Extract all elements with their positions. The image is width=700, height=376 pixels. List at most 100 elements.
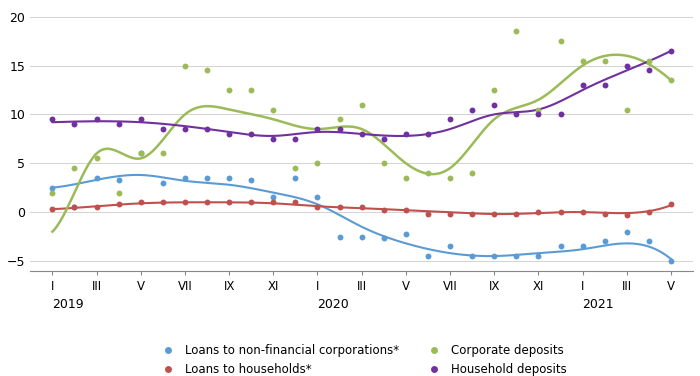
Point	[489, 102, 500, 108]
Point	[158, 126, 169, 132]
Point	[47, 185, 58, 191]
Point	[378, 160, 389, 166]
Point	[577, 243, 588, 249]
Point	[158, 180, 169, 186]
Point	[267, 199, 279, 205]
Point	[422, 131, 433, 137]
Point	[334, 233, 345, 240]
Point	[135, 199, 146, 205]
Point	[555, 111, 566, 117]
Point	[643, 58, 655, 64]
Point	[113, 190, 125, 196]
Point	[223, 87, 235, 93]
Point	[444, 116, 456, 122]
Point	[466, 106, 477, 112]
Point	[533, 209, 544, 215]
Point	[422, 253, 433, 259]
Point	[113, 201, 125, 207]
Point	[599, 238, 610, 244]
Point	[577, 58, 588, 64]
Point	[666, 258, 677, 264]
Point	[267, 106, 279, 112]
Point	[489, 87, 500, 93]
Point	[533, 111, 544, 117]
Point	[246, 177, 257, 183]
Point	[312, 204, 323, 210]
Point	[290, 165, 301, 171]
Point	[91, 175, 102, 181]
Point	[422, 170, 433, 176]
Point	[158, 199, 169, 205]
Point	[356, 204, 368, 210]
Point	[577, 82, 588, 88]
Point	[533, 253, 544, 259]
Point	[599, 211, 610, 217]
Point	[643, 67, 655, 73]
Point	[267, 194, 279, 200]
Point	[91, 155, 102, 161]
Point	[356, 102, 368, 108]
Point	[621, 62, 632, 68]
Point	[555, 243, 566, 249]
Point	[135, 150, 146, 156]
Point	[113, 177, 125, 183]
Point	[290, 199, 301, 205]
Point	[378, 136, 389, 142]
Point	[489, 211, 500, 217]
Point	[69, 204, 80, 210]
Text: 2020: 2020	[318, 299, 349, 311]
Point	[666, 77, 677, 83]
Point	[202, 175, 213, 181]
Point	[533, 106, 544, 112]
Point	[356, 233, 368, 240]
Text: 2019: 2019	[52, 299, 84, 311]
Point	[643, 209, 655, 215]
Point	[202, 199, 213, 205]
Point	[267, 136, 279, 142]
Point	[511, 111, 522, 117]
Point	[246, 87, 257, 93]
Point	[621, 229, 632, 235]
Point	[466, 211, 477, 217]
Point	[643, 238, 655, 244]
Point	[621, 106, 632, 112]
Point	[400, 175, 412, 181]
Point	[489, 253, 500, 259]
Point	[444, 175, 456, 181]
Point	[47, 116, 58, 122]
Point	[666, 201, 677, 207]
Point	[312, 126, 323, 132]
Point	[400, 131, 412, 137]
Point	[179, 199, 190, 205]
Point	[334, 126, 345, 132]
Point	[666, 48, 677, 54]
Point	[202, 67, 213, 73]
Point	[599, 82, 610, 88]
Point	[223, 131, 235, 137]
Point	[135, 116, 146, 122]
Point	[246, 131, 257, 137]
Point	[47, 190, 58, 196]
Point	[135, 150, 146, 156]
Point	[290, 175, 301, 181]
Point	[422, 211, 433, 217]
Point	[378, 207, 389, 213]
Point	[91, 204, 102, 210]
Point	[312, 194, 323, 200]
Text: 2021: 2021	[582, 299, 614, 311]
Point	[356, 131, 368, 137]
Point	[334, 116, 345, 122]
Point	[69, 165, 80, 171]
Point	[179, 126, 190, 132]
Point	[113, 121, 125, 127]
Point	[158, 150, 169, 156]
Point	[444, 211, 456, 217]
Point	[511, 28, 522, 34]
Legend: Loans to non-financial corporations*, Loans to households*, Corporate deposits, : Loans to non-financial corporations*, Lo…	[152, 340, 571, 376]
Point	[290, 136, 301, 142]
Point	[378, 235, 389, 241]
Point	[69, 121, 80, 127]
Point	[599, 58, 610, 64]
Point	[179, 62, 190, 68]
Point	[400, 230, 412, 237]
